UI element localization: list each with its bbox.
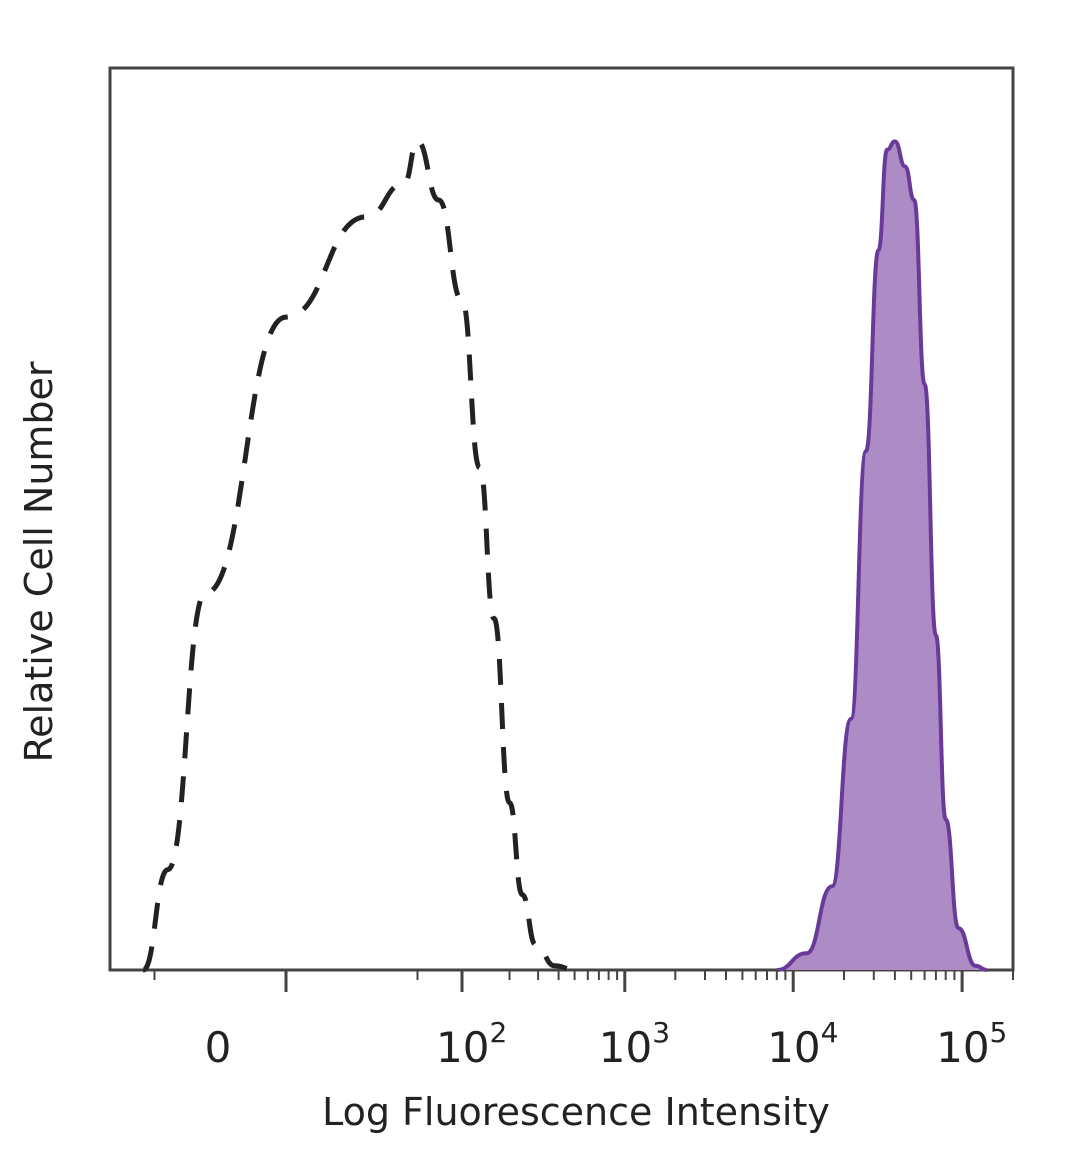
series-1-line <box>776 139 987 972</box>
x-tick-label: 103 <box>599 1016 670 1072</box>
series-layer <box>141 138 987 973</box>
x-tick-label: 105 <box>936 1016 1007 1072</box>
x-tick-label: 104 <box>767 1016 838 1072</box>
series-0-line <box>141 138 575 973</box>
x-tick-label: 102 <box>436 1016 507 1072</box>
x-axis: 0 102 103 104 105 <box>153 970 1014 1072</box>
x-axis-label: Log Fluorescence Intensity <box>322 1090 830 1134</box>
y-axis-label: Relative Cell Number <box>17 361 61 762</box>
x-tick-label: 0 <box>205 1023 232 1072</box>
series-1-area <box>776 141 987 970</box>
